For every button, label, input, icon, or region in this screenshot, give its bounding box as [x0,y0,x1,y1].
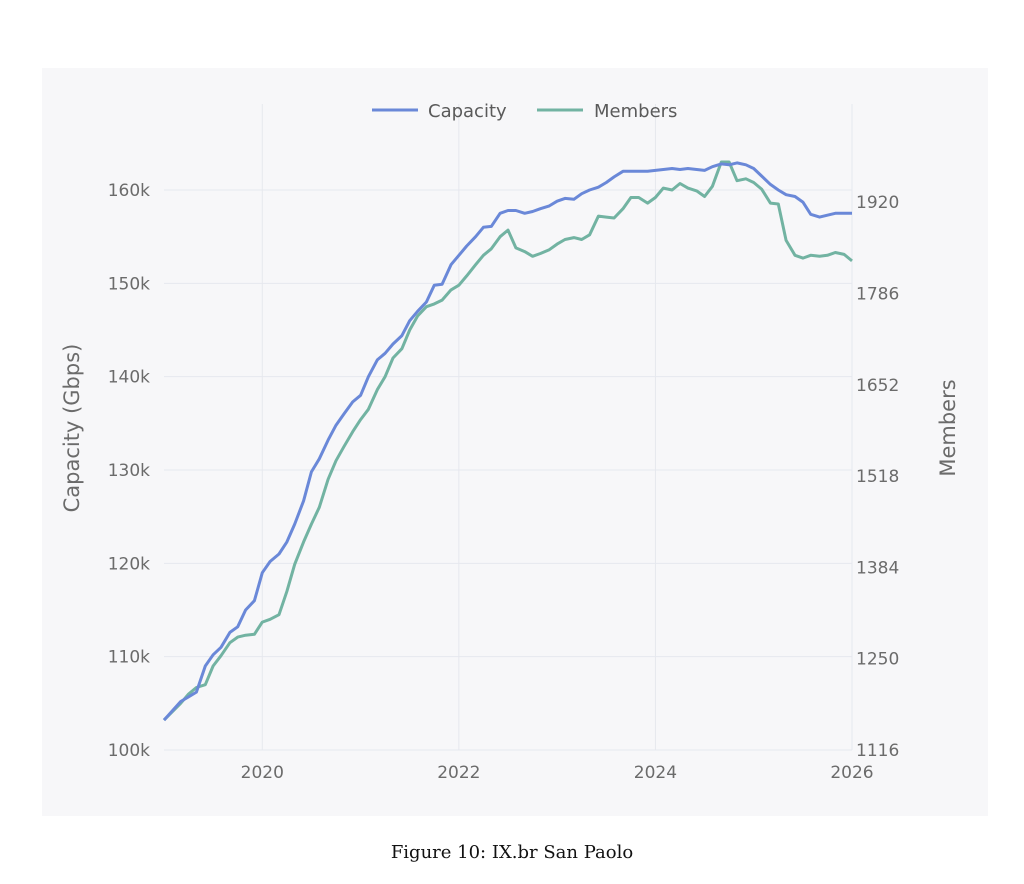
x-tick-label: 2022 [437,763,480,783]
y-left-tick-label: 150k [108,274,150,294]
y-left-tick-label: 120k [108,554,150,574]
y-right-tick-label: 1116 [856,741,899,761]
figure-caption: Figure 10: IX.br San Paolo [390,842,634,863]
x-tick-label: 2020 [241,763,284,783]
series-layer [162,160,853,722]
series-line-capacity [162,161,852,722]
y-right-tick-label: 1652 [856,376,899,396]
legend-label-capacity[interactable]: Capacity [428,101,507,122]
x-tick-label: 2026 [830,763,873,783]
legend-label-members[interactable]: Members [594,101,677,122]
plot-background [42,68,988,816]
left-axis-ticks: 100k 110k 120k 130k 140k 150k 160k [108,181,150,761]
series-line-members [162,160,853,722]
y-right-axis-title: Members [936,379,960,476]
y-right-tick-label: 1250 [856,650,899,670]
y-left-tick-label: 100k [108,741,150,761]
y-right-tick-label: 1518 [856,467,899,487]
x-tick-label: 2024 [634,763,677,783]
y-left-tick-label: 110k [108,648,150,668]
y-left-axis-title: Capacity (Gbps) [60,344,84,513]
legend: Capacity Members [372,101,677,122]
chart: 100k 110k 120k 130k 140k 150k 160k 1116 1250 138… [42,68,988,816]
y-left-tick-label: 130k [108,461,150,481]
y-right-tick-label: 1920 [856,193,899,213]
x-axis-ticks: 2020 2022 2024 2026 [241,763,874,783]
y-right-tick-label: 1384 [856,558,899,578]
y-right-tick-label: 1786 [856,284,899,304]
right-axis-ticks: 1116 1250 1384 1518 1652 1786 1920 [856,193,899,761]
y-left-tick-label: 140k [108,368,150,388]
gridlines [164,104,853,751]
y-left-tick-label: 160k [108,181,150,201]
